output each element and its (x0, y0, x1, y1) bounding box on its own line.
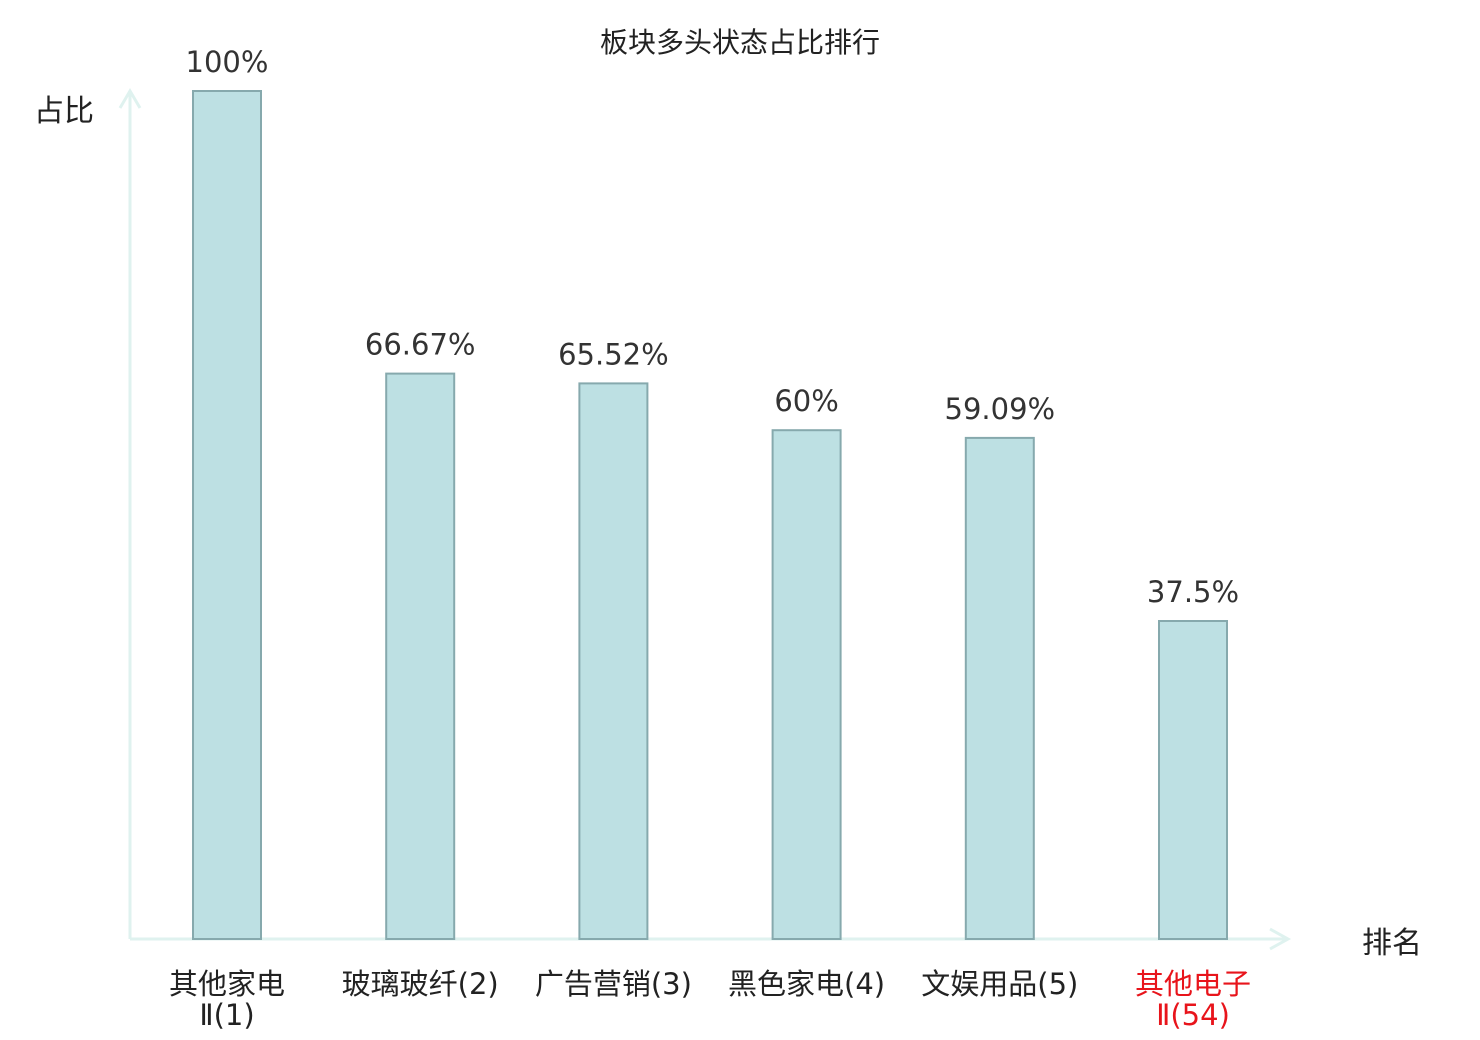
y-axis-label: 占比 (34, 94, 94, 129)
x-tick-label: 黑色家电(4) (728, 967, 885, 1001)
bars-group (192, 90, 1228, 941)
data-label: 100% (186, 45, 269, 79)
x-tick-label: 玻璃玻纤(2) (342, 967, 499, 1001)
data-label: 60% (774, 384, 838, 418)
bar (771, 429, 842, 940)
x-tick-rank: Ⅱ(54) (1156, 998, 1230, 1032)
bar (385, 372, 456, 941)
x-tick-rank: Ⅱ(1) (199, 998, 254, 1032)
y-axis-arrow (118, 88, 142, 109)
x-tick-label: 其他电子 (1135, 967, 1251, 1001)
data-label: 66.67% (365, 328, 476, 362)
bar (964, 436, 1035, 940)
x-tick-label: 其他家电 (169, 967, 285, 1001)
data-label: 59.09% (945, 392, 1056, 426)
chart-title: 板块多头状态占比排行 (600, 26, 880, 59)
bar (192, 90, 262, 940)
bar (578, 382, 649, 940)
data-label: 65.52% (558, 337, 669, 371)
axes (118, 88, 1292, 951)
bar (1158, 620, 1228, 940)
x-tick-label: 广告营销(3) (535, 967, 692, 1001)
x-axis-arrow (1269, 927, 1292, 951)
data-label: 37.5% (1147, 575, 1239, 609)
x-tick-label: 文娱用品(5) (921, 967, 1078, 1001)
x-axis-label: 排名 (1362, 926, 1422, 961)
